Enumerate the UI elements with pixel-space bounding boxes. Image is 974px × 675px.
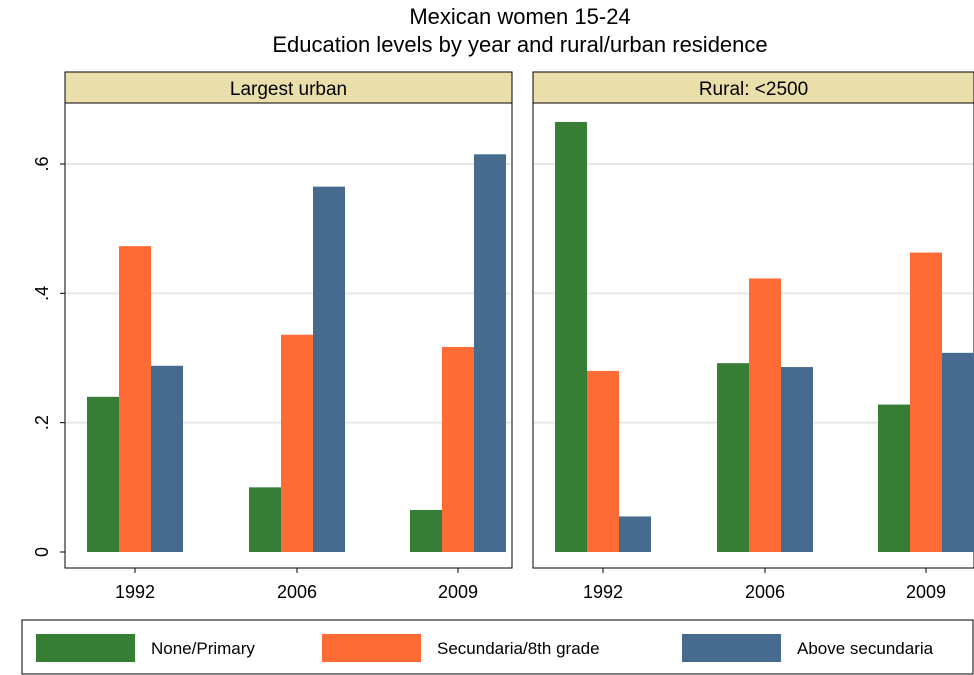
bar	[878, 404, 910, 552]
bar	[87, 396, 119, 552]
panel-1: Largest urban 1992 2006 2009	[64, 71, 513, 602]
bar	[410, 509, 442, 552]
y-tick-label: 0	[32, 547, 52, 557]
panel-2: Rural: <2500 1992 2006 2009	[532, 71, 974, 602]
legend: None/Primary Secundaria/8th grade Above se…	[21, 619, 974, 675]
panels: Largest urban 1992 2006 2009 Rural: <2500 199…	[64, 71, 974, 602]
legend-swatch	[682, 634, 781, 662]
legend-swatch	[322, 634, 421, 662]
panel-strip	[532, 71, 974, 104]
y-tick-label: .2	[32, 415, 52, 430]
legend-box	[21, 619, 974, 675]
panel-label: Largest urban	[230, 79, 347, 100]
x-tick-label: 1992	[583, 582, 623, 602]
bar	[151, 365, 183, 552]
x-tick-label: 2006	[745, 582, 785, 602]
bar	[942, 352, 974, 552]
legend-swatch	[36, 634, 135, 662]
bar	[119, 246, 151, 553]
bar	[474, 154, 506, 553]
chart-title: Mexican women 15-24	[409, 4, 630, 29]
bar	[249, 487, 281, 552]
bar	[717, 363, 749, 552]
bar	[749, 278, 781, 552]
bar	[587, 370, 619, 552]
bar	[281, 334, 313, 552]
chart-subtitle: Education levels by year and rural/urban…	[272, 32, 767, 57]
panel-strip	[64, 71, 513, 104]
bar	[619, 516, 651, 552]
legend-entry: Secundaria/8th grade	[437, 639, 600, 658]
bar	[555, 121, 587, 552]
x-tick-label: 2009	[438, 582, 478, 602]
y-tick-label: .6	[32, 156, 52, 171]
y-tick-label: .4	[32, 286, 52, 301]
bar	[313, 186, 345, 552]
x-tick-label: 1992	[115, 582, 155, 602]
panel-label: Rural: <2500	[699, 79, 808, 100]
bar	[781, 367, 813, 552]
legend-entry: Above secundaria	[797, 639, 934, 658]
bar	[442, 347, 474, 552]
y-axis: 0 .2 .4 .6	[32, 156, 65, 557]
x-tick-label: 2009	[906, 582, 946, 602]
legend-entry: None/Primary	[151, 639, 255, 658]
x-tick-label: 2006	[277, 582, 317, 602]
bar	[910, 252, 942, 553]
